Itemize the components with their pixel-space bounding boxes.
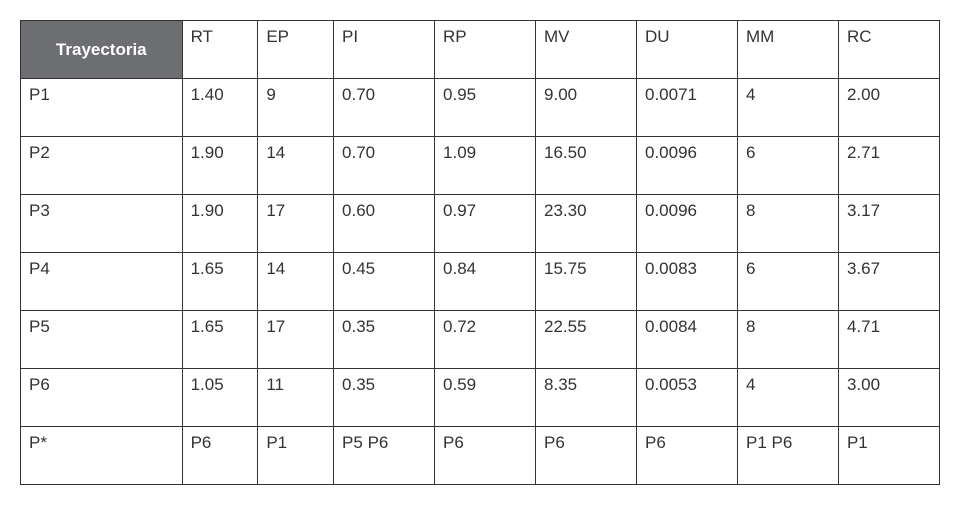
table-cell: 6 [737,253,838,311]
table-cell: 14 [258,253,334,311]
table-cell: 0.0096 [637,137,738,195]
table-cell: 0.72 [435,311,536,369]
table-cell: 0.60 [334,195,435,253]
table-cell: 2.71 [838,137,939,195]
table-cell: 0.0071 [637,79,738,137]
table-row: P6 1.05 11 0.35 0.59 8.35 0.0053 4 3.00 [21,369,940,427]
table-cell: 8 [737,195,838,253]
table-cell: 0.95 [435,79,536,137]
table-cell: 23.30 [536,195,637,253]
col-header: MV [536,21,637,79]
table-cell: P1 [838,427,939,485]
table-body: P1 1.40 9 0.70 0.95 9.00 0.0071 4 2.00 P… [21,79,940,485]
col-header: RC [838,21,939,79]
table-cell: P5 P6 [334,427,435,485]
table-cell: 4 [737,79,838,137]
corner-header: Trayectoria [21,21,183,79]
col-header: MM [737,21,838,79]
table-cell: 17 [258,311,334,369]
table-cell: 0.35 [334,369,435,427]
table-cell: 0.0084 [637,311,738,369]
table-cell: 14 [258,137,334,195]
table-cell: 11 [258,369,334,427]
table-cell: 1.90 [182,195,258,253]
trayectoria-table-wrap: Trayectoria RT EP PI RP MV DU MM RC P1 1… [20,20,940,485]
table-cell: 3.67 [838,253,939,311]
table-cell: 0.0053 [637,369,738,427]
row-label: P* [21,427,183,485]
table-cell: 1.65 [182,311,258,369]
table-cell: 0.59 [435,369,536,427]
table-cell: 0.0083 [637,253,738,311]
table-header-row: Trayectoria RT EP PI RP MV DU MM RC [21,21,940,79]
table-cell: 2.00 [838,79,939,137]
col-header: PI [334,21,435,79]
table-row: P5 1.65 17 0.35 0.72 22.55 0.0084 8 4.71 [21,311,940,369]
table-cell: 9 [258,79,334,137]
table-cell: 16.50 [536,137,637,195]
table-cell: 8 [737,311,838,369]
row-label: P5 [21,311,183,369]
col-header: EP [258,21,334,79]
table-cell: P6 [637,427,738,485]
table-cell: 0.0096 [637,195,738,253]
table-cell: 22.55 [536,311,637,369]
table-cell: P6 [182,427,258,485]
table-row: P3 1.90 17 0.60 0.97 23.30 0.0096 8 3.17 [21,195,940,253]
table-cell: 0.70 [334,79,435,137]
table-row: P1 1.40 9 0.70 0.95 9.00 0.0071 4 2.00 [21,79,940,137]
row-label: P4 [21,253,183,311]
table-cell: 4 [737,369,838,427]
table-cell: P6 [435,427,536,485]
trayectoria-table: Trayectoria RT EP PI RP MV DU MM RC P1 1… [20,20,940,485]
table-cell: 1.05 [182,369,258,427]
table-cell: 0.45 [334,253,435,311]
col-header: RP [435,21,536,79]
table-cell: 1.40 [182,79,258,137]
table-cell: P1 P6 [737,427,838,485]
row-label: P3 [21,195,183,253]
table-cell: P1 [258,427,334,485]
table-cell: P6 [536,427,637,485]
table-cell: 17 [258,195,334,253]
table-cell: 4.71 [838,311,939,369]
table-cell: 1.65 [182,253,258,311]
table-cell: 3.00 [838,369,939,427]
row-label: P2 [21,137,183,195]
table-cell: 0.70 [334,137,435,195]
table-cell: 0.97 [435,195,536,253]
table-cell: 9.00 [536,79,637,137]
col-header: DU [637,21,738,79]
col-header: RT [182,21,258,79]
row-label: P1 [21,79,183,137]
table-cell: 8.35 [536,369,637,427]
table-row: P2 1.90 14 0.70 1.09 16.50 0.0096 6 2.71 [21,137,940,195]
row-label: P6 [21,369,183,427]
table-cell: 0.84 [435,253,536,311]
table-cell: 1.09 [435,137,536,195]
table-cell: 15.75 [536,253,637,311]
table-cell: 6 [737,137,838,195]
table-cell: 1.90 [182,137,258,195]
table-row: P4 1.65 14 0.45 0.84 15.75 0.0083 6 3.67 [21,253,940,311]
table-row: P* P6 P1 P5 P6 P6 P6 P6 P1 P6 P1 [21,427,940,485]
table-cell: 0.35 [334,311,435,369]
table-cell: 3.17 [838,195,939,253]
